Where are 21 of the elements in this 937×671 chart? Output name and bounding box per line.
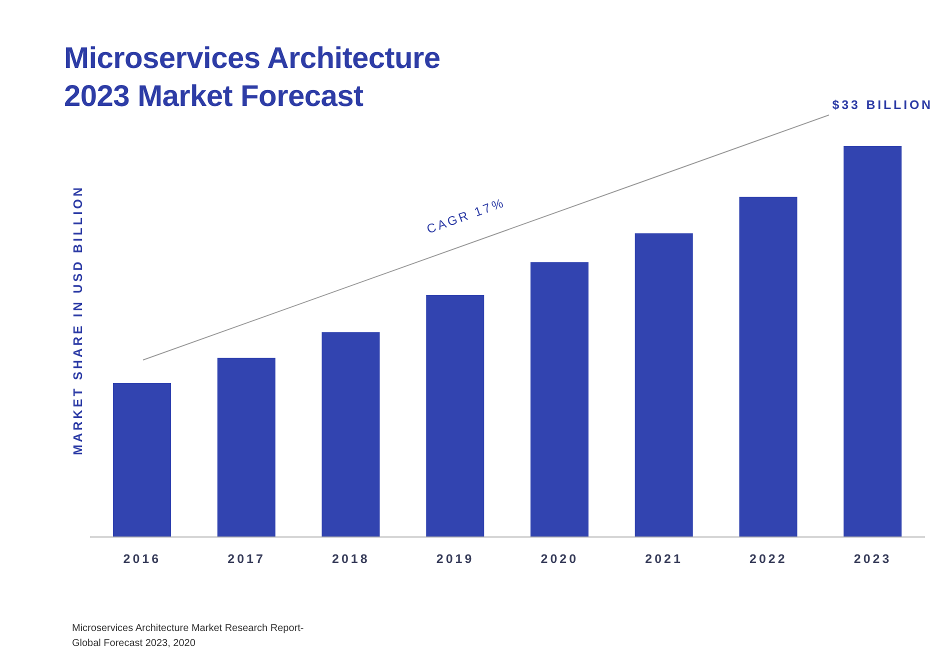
x-tick-label: 2019 xyxy=(436,552,474,566)
y-axis-title: MARKET SHARE IN USD BILLION xyxy=(71,184,85,456)
x-tick-label: 2023 xyxy=(854,552,892,566)
bar xyxy=(844,146,902,537)
x-tick-label: 2016 xyxy=(123,552,162,566)
bar xyxy=(634,233,693,537)
x-tick-label: 2017 xyxy=(228,552,266,566)
x-tick-label: 2018 xyxy=(332,552,370,566)
bar xyxy=(322,332,380,537)
x-tick-label: 2020 xyxy=(540,552,579,566)
text: $33 BILLION xyxy=(832,98,933,112)
x-tick-label: 2021 xyxy=(645,552,683,566)
annotation: CAGR 17% xyxy=(424,196,508,236)
text: Microservices Architecture Market Research Report- Global Forecast 2023, 2020 xyxy=(72,622,304,651)
bar xyxy=(113,382,171,537)
bar xyxy=(217,358,276,537)
chart-title: Microservices Architecture 2023 Market Forecast xyxy=(64,41,440,115)
x-tick-label: 2022 xyxy=(750,552,788,566)
bar xyxy=(739,196,798,537)
bar xyxy=(530,262,588,537)
bar xyxy=(426,294,484,537)
